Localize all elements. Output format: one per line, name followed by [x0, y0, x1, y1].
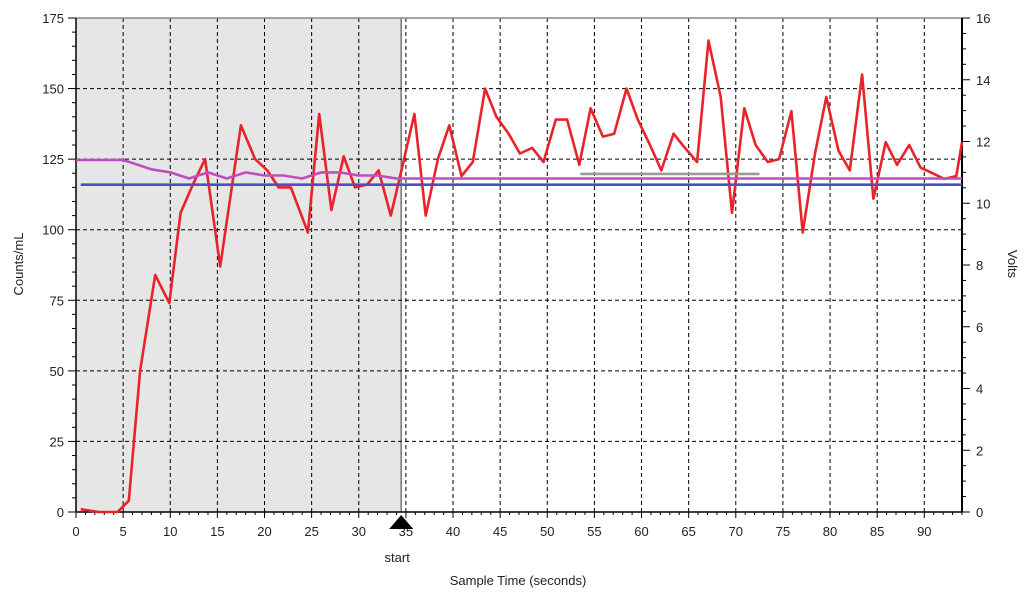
shaded-region: [76, 18, 402, 512]
y-tick-label: 50: [50, 364, 64, 379]
x-tick-label: 55: [587, 524, 601, 539]
x-tick-label: 15: [210, 524, 224, 539]
x-tick-label: 40: [446, 524, 460, 539]
start-marker: [389, 515, 414, 529]
x-tick-label: 10: [163, 524, 177, 539]
x-tick-label: 45: [493, 524, 507, 539]
series-line-1: [80, 39, 964, 514]
x-tick-label: 20: [257, 524, 271, 539]
x-tick-label: 90: [917, 524, 931, 539]
start-marker-label: start: [385, 550, 411, 565]
y-tick-label: 125: [42, 152, 64, 167]
y2-tick-label: 2: [976, 443, 983, 458]
y2-tick-label: 12: [976, 135, 990, 150]
grid-layer: [76, 18, 962, 512]
shaded-region-layer: [76, 18, 402, 512]
x-tick-label: 80: [823, 524, 837, 539]
y-tick-label: 175: [42, 11, 64, 26]
y2-axis-label: Volts: [1005, 250, 1020, 279]
x-axis-label: Sample Time (seconds): [450, 573, 587, 588]
y-axis-label: Counts/mL: [11, 233, 26, 296]
y2-tick-label: 16: [976, 11, 990, 26]
x-tick-label: 0: [72, 524, 79, 539]
y-tick-label: 100: [42, 223, 64, 238]
y-tick-label: 150: [42, 82, 64, 97]
y2-tick-label: 6: [976, 320, 983, 335]
y2-tick-label: 0: [976, 505, 983, 520]
y2-tick-label: 10: [976, 196, 990, 211]
x-tick-label: 25: [304, 524, 318, 539]
y2-tick-label: 8: [976, 258, 983, 273]
x-tick-label: 60: [634, 524, 648, 539]
y2-tick-label: 4: [976, 382, 983, 397]
x-tick-label: 85: [870, 524, 884, 539]
marker-layer: start: [385, 515, 414, 565]
y-tick-label: 25: [50, 434, 64, 449]
axes-layer: 0 5 10 15 20 25 30 35 40 45 50 55 60 65 70 75 80 85 900255…: [42, 11, 990, 539]
series-line-2: [76, 158, 962, 180]
x-tick-label: 50: [540, 524, 554, 539]
y-tick-label: 75: [50, 293, 64, 308]
series-layer: [76, 39, 964, 514]
x-tick-label: 75: [776, 524, 790, 539]
x-tick-label: 30: [352, 524, 366, 539]
y-tick-label: 0: [57, 505, 64, 520]
x-tick-label: 65: [681, 524, 695, 539]
x-tick-label: 70: [729, 524, 743, 539]
y2-tick-label: 14: [976, 73, 990, 88]
x-tick-label: 5: [120, 524, 127, 539]
